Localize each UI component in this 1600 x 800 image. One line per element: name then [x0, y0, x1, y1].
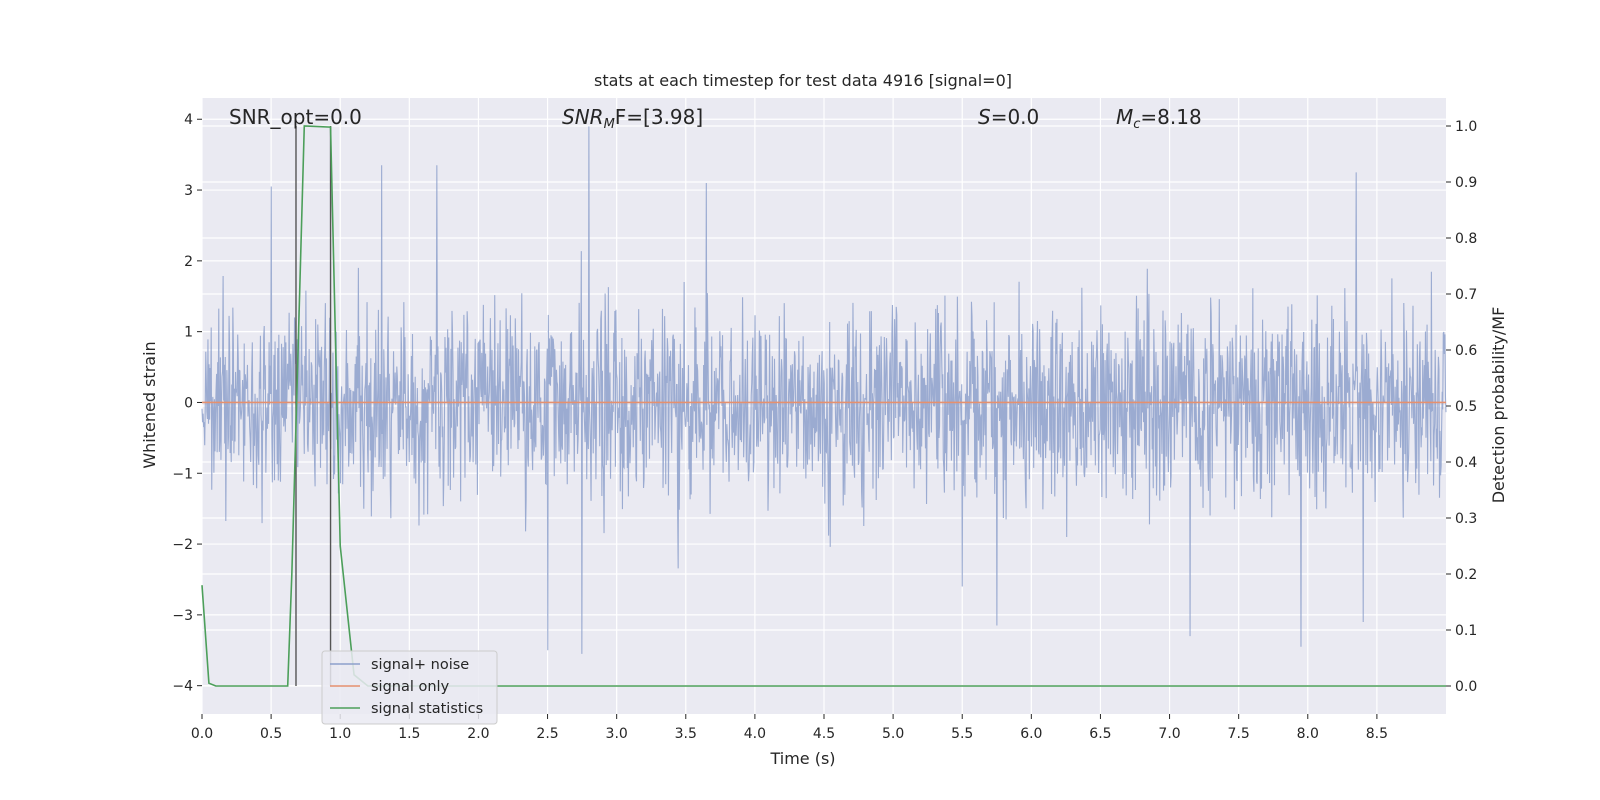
x-tick-label: 8.5: [1366, 726, 1388, 742]
legend-box: [321, 650, 498, 725]
x-tick-label: 7.0: [1158, 726, 1180, 742]
annotation-mc: Mc=8.18: [1116, 105, 1202, 132]
x-tick-label: 2.0: [467, 726, 489, 742]
y-tick-label-right: 0.1: [1455, 623, 1477, 639]
y-tick-label-right: 0.2: [1455, 567, 1477, 583]
x-tick-label: 1.0: [329, 726, 351, 742]
mc-rest: =8.18: [1140, 105, 1201, 129]
y-tick-label-left: 1: [184, 325, 193, 341]
snr-mf-rest: F=[3.98]: [615, 105, 703, 129]
x-tick-label: 6.5: [1089, 726, 1111, 742]
y-tick-label-left: 3: [184, 183, 193, 199]
annotation-snr-opt: SNR_opt=0.0: [229, 105, 362, 129]
x-tick-label: 1.5: [398, 726, 420, 742]
y-tick-label-left: 4: [184, 112, 193, 128]
y-tick-label-left: 2: [184, 254, 193, 270]
mc-sub: c: [1133, 117, 1140, 132]
series-signal-noise-line: [201, 126, 1447, 654]
legend-label-signal-only: signal only: [371, 679, 450, 695]
x-axis-label: Time (s): [769, 749, 835, 768]
snr-mf-sub: M: [604, 117, 615, 132]
chart-title: stats at each timestep for test data 491…: [594, 71, 1012, 90]
signal-noise-series: [201, 126, 1447, 654]
x-tick-label: 5.5: [951, 726, 973, 742]
s-var: S: [978, 105, 991, 129]
y-tick-label-right: 0.9: [1455, 175, 1477, 191]
y-tick-label-right: 0.5: [1455, 399, 1477, 415]
x-tick-label: 8.0: [1297, 726, 1319, 742]
x-tick-label: 5.0: [882, 726, 904, 742]
y-tick-label-left: −4: [172, 679, 193, 695]
x-tick-label: 6.0: [1020, 726, 1042, 742]
legend-label-signal-statistics: signal statistics: [371, 701, 483, 717]
y-tick-label-left: −3: [172, 608, 193, 624]
x-tick-label: 2.5: [536, 726, 558, 742]
y-tick-label-right: 0.6: [1455, 343, 1477, 359]
mc-var: M: [1116, 105, 1133, 129]
y-axis-label-left: Whitened strain: [140, 341, 159, 468]
legend-label-signal-noise: signal+ noise: [371, 657, 469, 673]
tick-labels: 0.0 0.5 1.0 1.5 2.0 2.5 3.0 3.5 4.0 4.5 5.0 5.5 6.0 6…: [172, 112, 1477, 742]
x-tick-label: 4.0: [744, 726, 766, 742]
y-axis-label-right: Detection probability/MF: [1489, 307, 1508, 504]
y-tick-label-right: 1.0: [1455, 119, 1477, 135]
y-tick-label-right: 0.4: [1455, 455, 1477, 471]
legend: signal+ noise signal only signal statist…: [321, 650, 498, 725]
x-tick-label: 7.5: [1228, 726, 1250, 742]
y-tick-label-right: 0.8: [1455, 231, 1477, 247]
x-tick-label: 3.5: [675, 726, 697, 742]
y-tick-label-left: −2: [172, 537, 193, 553]
y-tick-label-left: −1: [172, 466, 193, 482]
x-tick-label: 0.0: [191, 726, 213, 742]
annotation-s: S=0.0: [978, 105, 1039, 129]
y-tick-label-right: 0.0: [1455, 679, 1477, 695]
x-tick-label: 0.5: [260, 726, 282, 742]
y-tick-label-right: 0.3: [1455, 511, 1477, 527]
x-tick-label: 3.0: [606, 726, 628, 742]
y-tick-label-left: 0: [184, 395, 193, 411]
annotation-snr-mf: SNRMF=[3.98]: [562, 105, 703, 132]
snr-mf-base: SNR: [562, 105, 604, 129]
s-rest: =0.0: [991, 105, 1040, 129]
y-tick-label-right: 0.7: [1455, 287, 1477, 303]
x-tick-label: 4.5: [813, 726, 835, 742]
